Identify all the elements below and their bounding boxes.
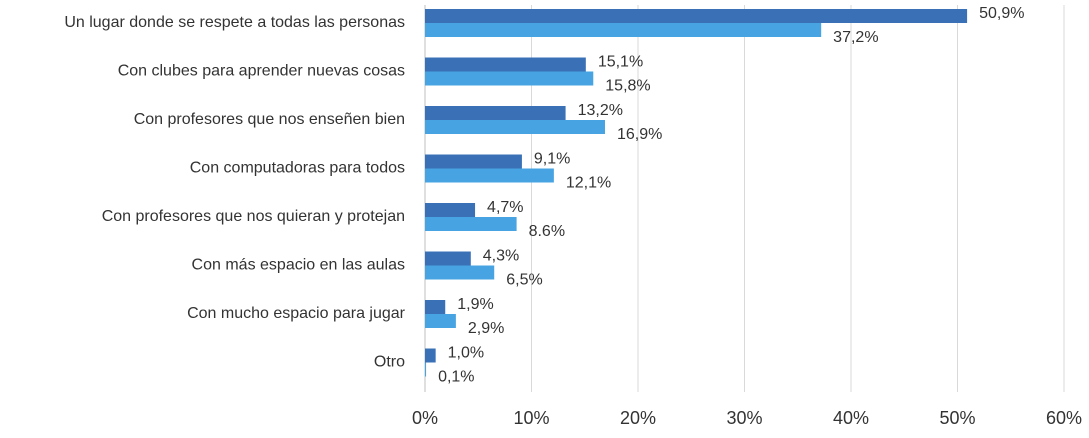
bar xyxy=(425,300,446,314)
value-label: 0,1% xyxy=(438,369,474,386)
value-label: 37,2% xyxy=(833,29,878,46)
x-tick-label: 0% xyxy=(412,408,438,428)
bar xyxy=(425,217,517,231)
value-label: 13,2% xyxy=(578,102,623,119)
value-label: 50,9% xyxy=(979,5,1024,22)
bar xyxy=(425,203,476,217)
value-label: 2,9% xyxy=(468,320,504,337)
bar xyxy=(425,71,594,86)
bar xyxy=(425,57,586,72)
value-label: 4,3% xyxy=(483,248,519,265)
x-tick-label: 30% xyxy=(726,408,762,428)
value-label: 15,1% xyxy=(598,54,643,71)
y-tick-label: Con mucho espacio para jugar xyxy=(187,305,406,322)
x-tick-label: 20% xyxy=(620,408,656,428)
y-tick-label: Con profesores que nos quieran y proteja… xyxy=(102,208,405,225)
y-tick-label: Con computadoras para todos xyxy=(190,160,405,177)
y-tick-label: Otro xyxy=(374,354,405,371)
y-tick-label: Un lugar donde se respete a todas las pe… xyxy=(64,14,405,31)
value-label: 8.6% xyxy=(529,223,565,240)
value-label: 1,0% xyxy=(448,345,484,362)
bar xyxy=(425,23,822,37)
bar xyxy=(425,9,968,23)
value-label: 9,1% xyxy=(534,151,570,168)
y-tick-label: Con clubes para aprender nuevas cosas xyxy=(118,63,405,80)
x-tick-label: 40% xyxy=(833,408,869,428)
y-tick-label: Con más espacio en las aulas xyxy=(192,257,405,274)
bar xyxy=(425,265,495,280)
value-label: 16,9% xyxy=(617,126,662,143)
bar xyxy=(425,251,471,266)
value-label: 1,9% xyxy=(457,296,493,313)
value-label: 6,5% xyxy=(506,272,542,289)
value-label: 15,8% xyxy=(605,78,650,95)
value-label: 12,1% xyxy=(566,175,611,192)
bar xyxy=(425,314,456,328)
bar xyxy=(425,362,427,377)
bar xyxy=(425,168,554,183)
bar xyxy=(425,106,566,120)
x-tick-label: 50% xyxy=(939,408,975,428)
x-tick-label: 60% xyxy=(1046,408,1082,428)
bar xyxy=(425,120,605,134)
value-label: 4,7% xyxy=(487,199,523,216)
bar xyxy=(425,154,522,169)
x-tick-label: 10% xyxy=(513,408,549,428)
y-tick-label: Con profesores que nos enseñen bien xyxy=(134,111,405,128)
bar xyxy=(425,348,436,363)
